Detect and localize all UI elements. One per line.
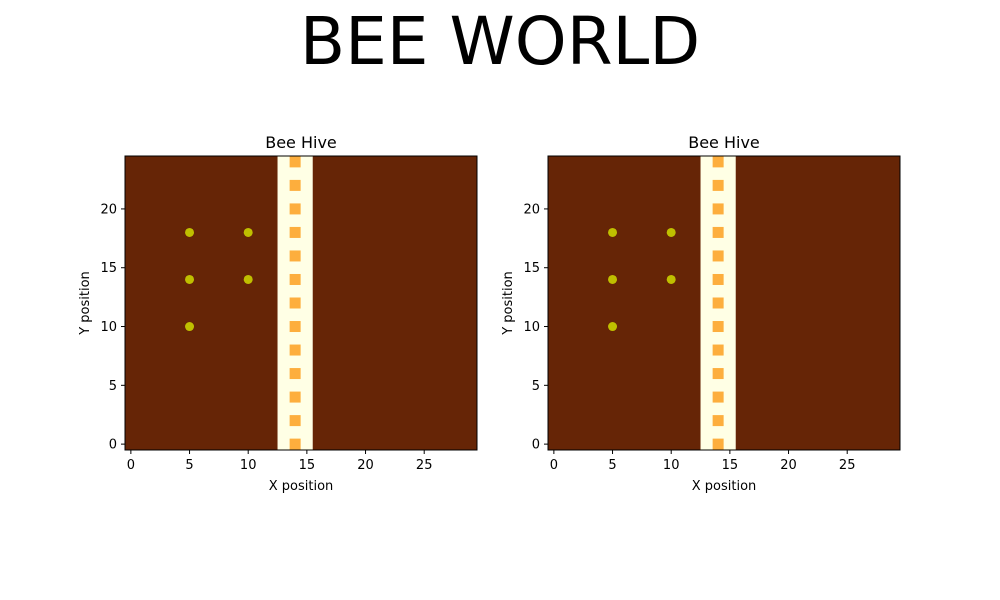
plot-frame — [547, 155, 901, 451]
flower-marker — [712, 226, 724, 238]
x-tick-label: 5 — [185, 458, 193, 473]
flower-marker — [712, 156, 724, 168]
bee-marker — [243, 274, 253, 284]
flower-marker — [712, 368, 724, 380]
plot-frame — [124, 155, 478, 451]
y-tick-label: 0 — [109, 438, 117, 453]
markers — [608, 156, 724, 450]
flower-marker — [289, 156, 301, 168]
y-tick-label: 5 — [532, 379, 540, 394]
x-tick-label: 25 — [416, 458, 433, 473]
flower-marker — [712, 391, 724, 403]
flower-marker — [712, 321, 724, 333]
x-tick-label: 25 — [839, 458, 856, 473]
flower-marker — [712, 344, 724, 356]
x-tick-label: 20 — [780, 458, 797, 473]
y-tick-label: 10 — [100, 320, 117, 335]
y-tick-label: 0 — [532, 438, 540, 453]
flower-marker — [712, 250, 724, 262]
x-tick-label: 10 — [240, 458, 257, 473]
x-tick-label: 10 — [663, 458, 680, 473]
y-tick-label: 15 — [523, 261, 540, 276]
chart-title: Bee Hive — [688, 133, 760, 152]
chart-panel-2: 0 5 10 15 20 25 0 5 10 15 20 Bee Hive X position Y po… — [501, 133, 901, 494]
bee-marker — [608, 274, 618, 284]
flower-marker — [289, 438, 301, 450]
bee-marker — [185, 227, 195, 237]
chart-panel-1: 0 5 10 15 20 25 0 5 10 15 20 Bee Hive X position Y po… — [78, 133, 478, 494]
y-axis-label: Y position — [501, 271, 516, 336]
x-tick-label: 5 — [608, 458, 616, 473]
chart-title: Bee Hive — [265, 133, 337, 152]
flower-marker — [289, 415, 301, 427]
y-tick-label: 20 — [100, 202, 117, 217]
bee-marker — [608, 322, 618, 332]
figure-title: BEE WORLD — [299, 3, 701, 80]
flower-marker — [289, 321, 301, 333]
y-axis-label: Y position — [78, 271, 93, 336]
flower-marker — [289, 297, 301, 309]
y-tick-label: 20 — [523, 202, 540, 217]
flower-marker — [289, 203, 301, 215]
flower-marker — [289, 226, 301, 238]
y-tick-label: 10 — [523, 320, 540, 335]
x-tick-label: 20 — [357, 458, 374, 473]
x-axis-label: X position — [692, 479, 757, 494]
flower-marker — [712, 179, 724, 191]
x-axis-label: X position — [269, 479, 334, 494]
flower-marker — [712, 438, 724, 450]
flower-marker — [712, 203, 724, 215]
flower-marker — [712, 415, 724, 427]
flower-marker — [289, 273, 301, 285]
x-tick-label: 0 — [550, 458, 558, 473]
flower-marker — [289, 179, 301, 191]
markers — [185, 156, 301, 450]
bee-marker — [185, 274, 195, 284]
y-tick-label: 15 — [100, 261, 117, 276]
bee-marker — [243, 227, 253, 237]
flower-marker — [289, 368, 301, 380]
flower-marker — [289, 391, 301, 403]
x-tick-label: 15 — [722, 458, 739, 473]
x-tick-label: 15 — [299, 458, 316, 473]
flower-marker — [289, 250, 301, 262]
y-tick-label: 5 — [109, 379, 117, 394]
flower-marker — [289, 344, 301, 356]
flower-marker — [712, 297, 724, 309]
bee-marker — [666, 274, 676, 284]
bee-marker — [185, 322, 195, 332]
bee-marker — [608, 227, 618, 237]
flower-marker — [712, 273, 724, 285]
x-tick-label: 0 — [127, 458, 135, 473]
bee-marker — [666, 227, 676, 237]
